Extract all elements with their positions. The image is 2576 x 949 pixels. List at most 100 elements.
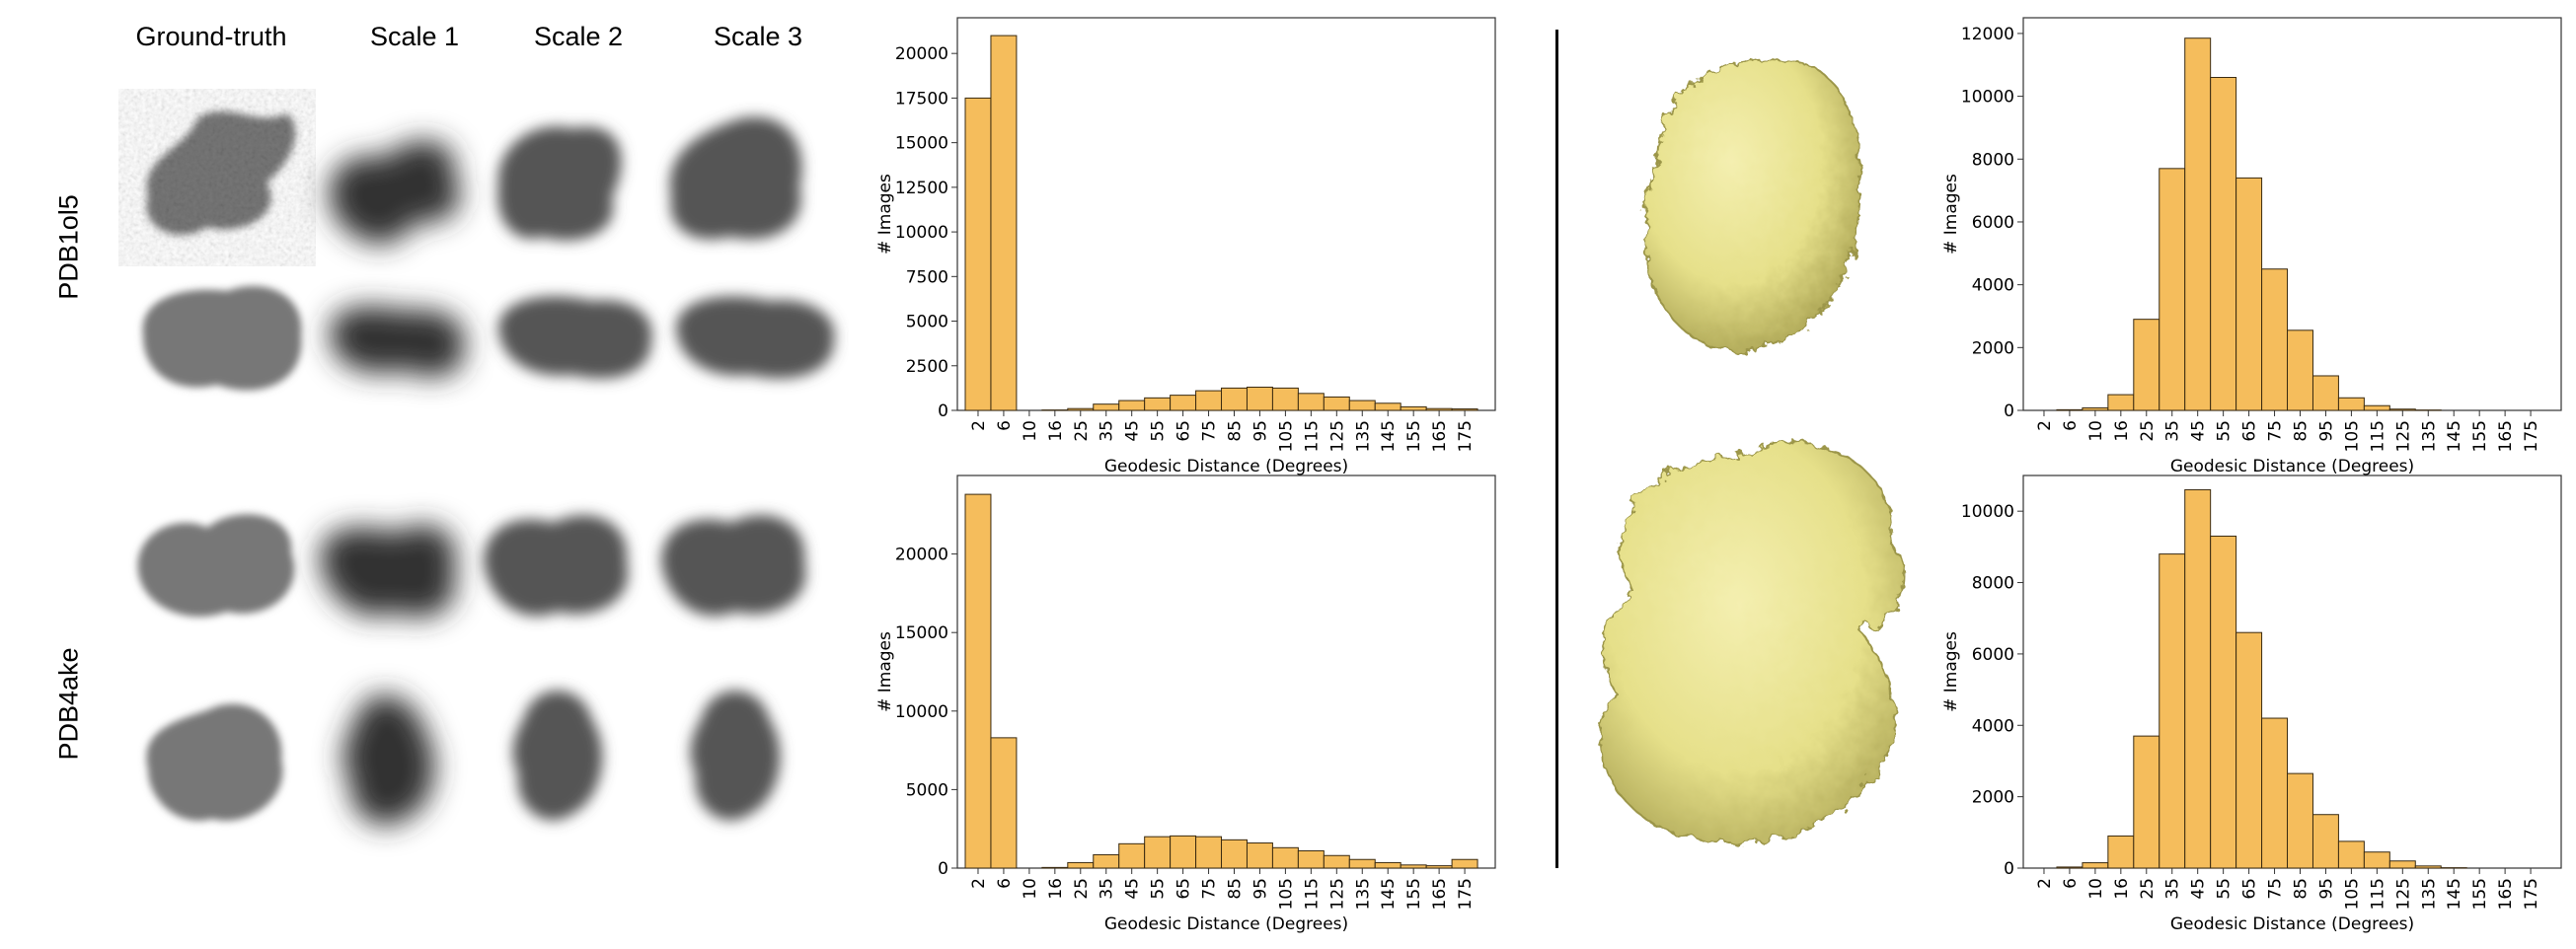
bar bbox=[1093, 853, 1120, 869]
x-tick-label: 105 bbox=[2342, 878, 2362, 910]
y-tick-label: 4000 bbox=[1972, 276, 2014, 296]
bar bbox=[964, 97, 992, 411]
histogram-pdb1ol5-scale-1: 0 2500 5000 7500 10000 12500 15000 17500 20000 2 6… bbox=[875, 14, 1510, 482]
x-tick-label: 85 bbox=[2292, 878, 2311, 900]
x-tick-label: 6 bbox=[995, 420, 1015, 431]
projection-pdb1ol5-b-ground-truth bbox=[142, 286, 302, 391]
projection-pdb1ol5-a-scale-2 bbox=[497, 126, 622, 241]
x-tick-label: 25 bbox=[2138, 420, 2158, 442]
bar bbox=[2082, 406, 2109, 411]
bar bbox=[2337, 397, 2365, 411]
x-tick-label: 2 bbox=[2035, 420, 2055, 431]
x-tick-label: 45 bbox=[1123, 878, 1143, 900]
x-tick-label: 115 bbox=[2368, 420, 2387, 452]
projection-pdb1ol5-b-scale-1 bbox=[330, 306, 465, 377]
bar bbox=[1170, 395, 1197, 411]
y-tick-label: 12000 bbox=[1961, 25, 2014, 44]
y-tick-label: 2000 bbox=[1972, 788, 2014, 808]
x-tick-label: 55 bbox=[1149, 420, 1169, 442]
plot-frame bbox=[956, 474, 1496, 869]
bar bbox=[1297, 393, 1325, 411]
y-tick-label: 5000 bbox=[906, 780, 948, 800]
y-tick-label: 4000 bbox=[1972, 716, 2014, 736]
x-tick-label: 25 bbox=[2138, 878, 2158, 900]
bar bbox=[1348, 858, 1376, 869]
y-tick-label: 2500 bbox=[906, 357, 948, 377]
x-tick-label: 6 bbox=[2061, 878, 2081, 889]
bar bbox=[1425, 865, 1453, 869]
x-tick-label: 75 bbox=[2266, 420, 2286, 442]
y-axis-label: # Images bbox=[875, 631, 895, 712]
x-tick-label: 10 bbox=[1021, 420, 1040, 442]
x-tick-label: 55 bbox=[1149, 878, 1169, 900]
projection-pdb1ol5-a-ground-truth bbox=[118, 89, 316, 266]
x-tick-label: 115 bbox=[1302, 878, 1322, 910]
bar bbox=[2337, 840, 2365, 869]
projection-pdb4ake-b-scale-2 bbox=[512, 691, 603, 821]
y-axis-label: # Images bbox=[1941, 631, 1961, 712]
x-tick-label: 125 bbox=[2393, 878, 2413, 910]
bar bbox=[1374, 402, 1402, 411]
x-tick-label: 145 bbox=[2445, 420, 2464, 452]
panel-divider bbox=[1555, 30, 1558, 868]
histogram-pdb1ol5-reconstruction: 0 2000 4000 6000 8000 10000 12000 2 6 10 16 25 35 45 5… bbox=[1941, 14, 2576, 482]
bar bbox=[990, 737, 1018, 869]
bar bbox=[964, 493, 992, 869]
x-tick-label: 55 bbox=[2215, 420, 2235, 442]
y-tick-label: 15000 bbox=[895, 134, 948, 154]
x-tick-label: 95 bbox=[2316, 878, 2336, 900]
x-tick-label: 155 bbox=[2470, 878, 2490, 910]
bar bbox=[1067, 861, 1095, 869]
density-map-pdb1ol5 bbox=[1643, 57, 1861, 352]
bar bbox=[1118, 400, 1146, 411]
bar bbox=[2056, 866, 2084, 869]
bar bbox=[1246, 386, 1273, 411]
y-tick-label: 10000 bbox=[895, 223, 948, 243]
bar bbox=[1451, 408, 1478, 411]
bar bbox=[2235, 177, 2263, 411]
x-tick-label: 115 bbox=[2368, 878, 2387, 910]
bar bbox=[1144, 397, 1172, 411]
x-tick-label: 175 bbox=[1456, 878, 1476, 910]
bar bbox=[2184, 37, 2212, 411]
x-tick-label: 55 bbox=[2215, 878, 2235, 900]
x-tick-label: 175 bbox=[2522, 878, 2541, 910]
x-tick-label: 145 bbox=[1379, 420, 1399, 452]
y-tick-label: 10000 bbox=[1961, 88, 2014, 108]
x-tick-label: 135 bbox=[1353, 878, 1373, 910]
x-tick-label: 35 bbox=[1098, 878, 1117, 900]
bar bbox=[2388, 860, 2416, 869]
y-tick-label: 0 bbox=[938, 402, 948, 421]
x-tick-label: 75 bbox=[1200, 420, 1220, 442]
x-tick-label: 10 bbox=[2086, 420, 2106, 442]
projection-pdb1ol5-a-scale-3 bbox=[669, 116, 802, 240]
bar bbox=[990, 35, 1018, 411]
bar bbox=[2159, 168, 2186, 411]
x-tick-label: 135 bbox=[2419, 878, 2439, 910]
bar bbox=[1170, 835, 1197, 869]
bar bbox=[1246, 842, 1273, 869]
bar bbox=[1144, 836, 1172, 869]
x-tick-label: 45 bbox=[1123, 420, 1143, 442]
bar bbox=[1323, 854, 1350, 869]
x-tick-label: 105 bbox=[1276, 420, 1296, 452]
x-tick-label: 95 bbox=[2316, 420, 2336, 442]
bar bbox=[1271, 387, 1299, 411]
bar bbox=[1093, 403, 1120, 411]
y-tick-label: 7500 bbox=[906, 267, 948, 287]
bar bbox=[1221, 839, 1248, 869]
column-header-scale-3: Scale 3 bbox=[713, 22, 803, 51]
bar bbox=[2414, 865, 2442, 869]
bar bbox=[1067, 407, 1095, 411]
y-tick-label: 15000 bbox=[895, 623, 948, 643]
bar bbox=[2287, 772, 2313, 869]
y-tick-label: 0 bbox=[2004, 402, 2014, 421]
bar bbox=[2133, 735, 2160, 869]
x-axis-label: Geodesic Distance (Degrees) bbox=[1104, 914, 1348, 934]
x-tick-label: 16 bbox=[1046, 878, 1066, 900]
y-tick-label: 20000 bbox=[895, 44, 948, 64]
x-tick-label: 10 bbox=[1021, 878, 1040, 900]
x-tick-label: 35 bbox=[2163, 878, 2183, 900]
bar bbox=[2235, 631, 2263, 869]
y-tick-label: 10000 bbox=[895, 702, 948, 722]
